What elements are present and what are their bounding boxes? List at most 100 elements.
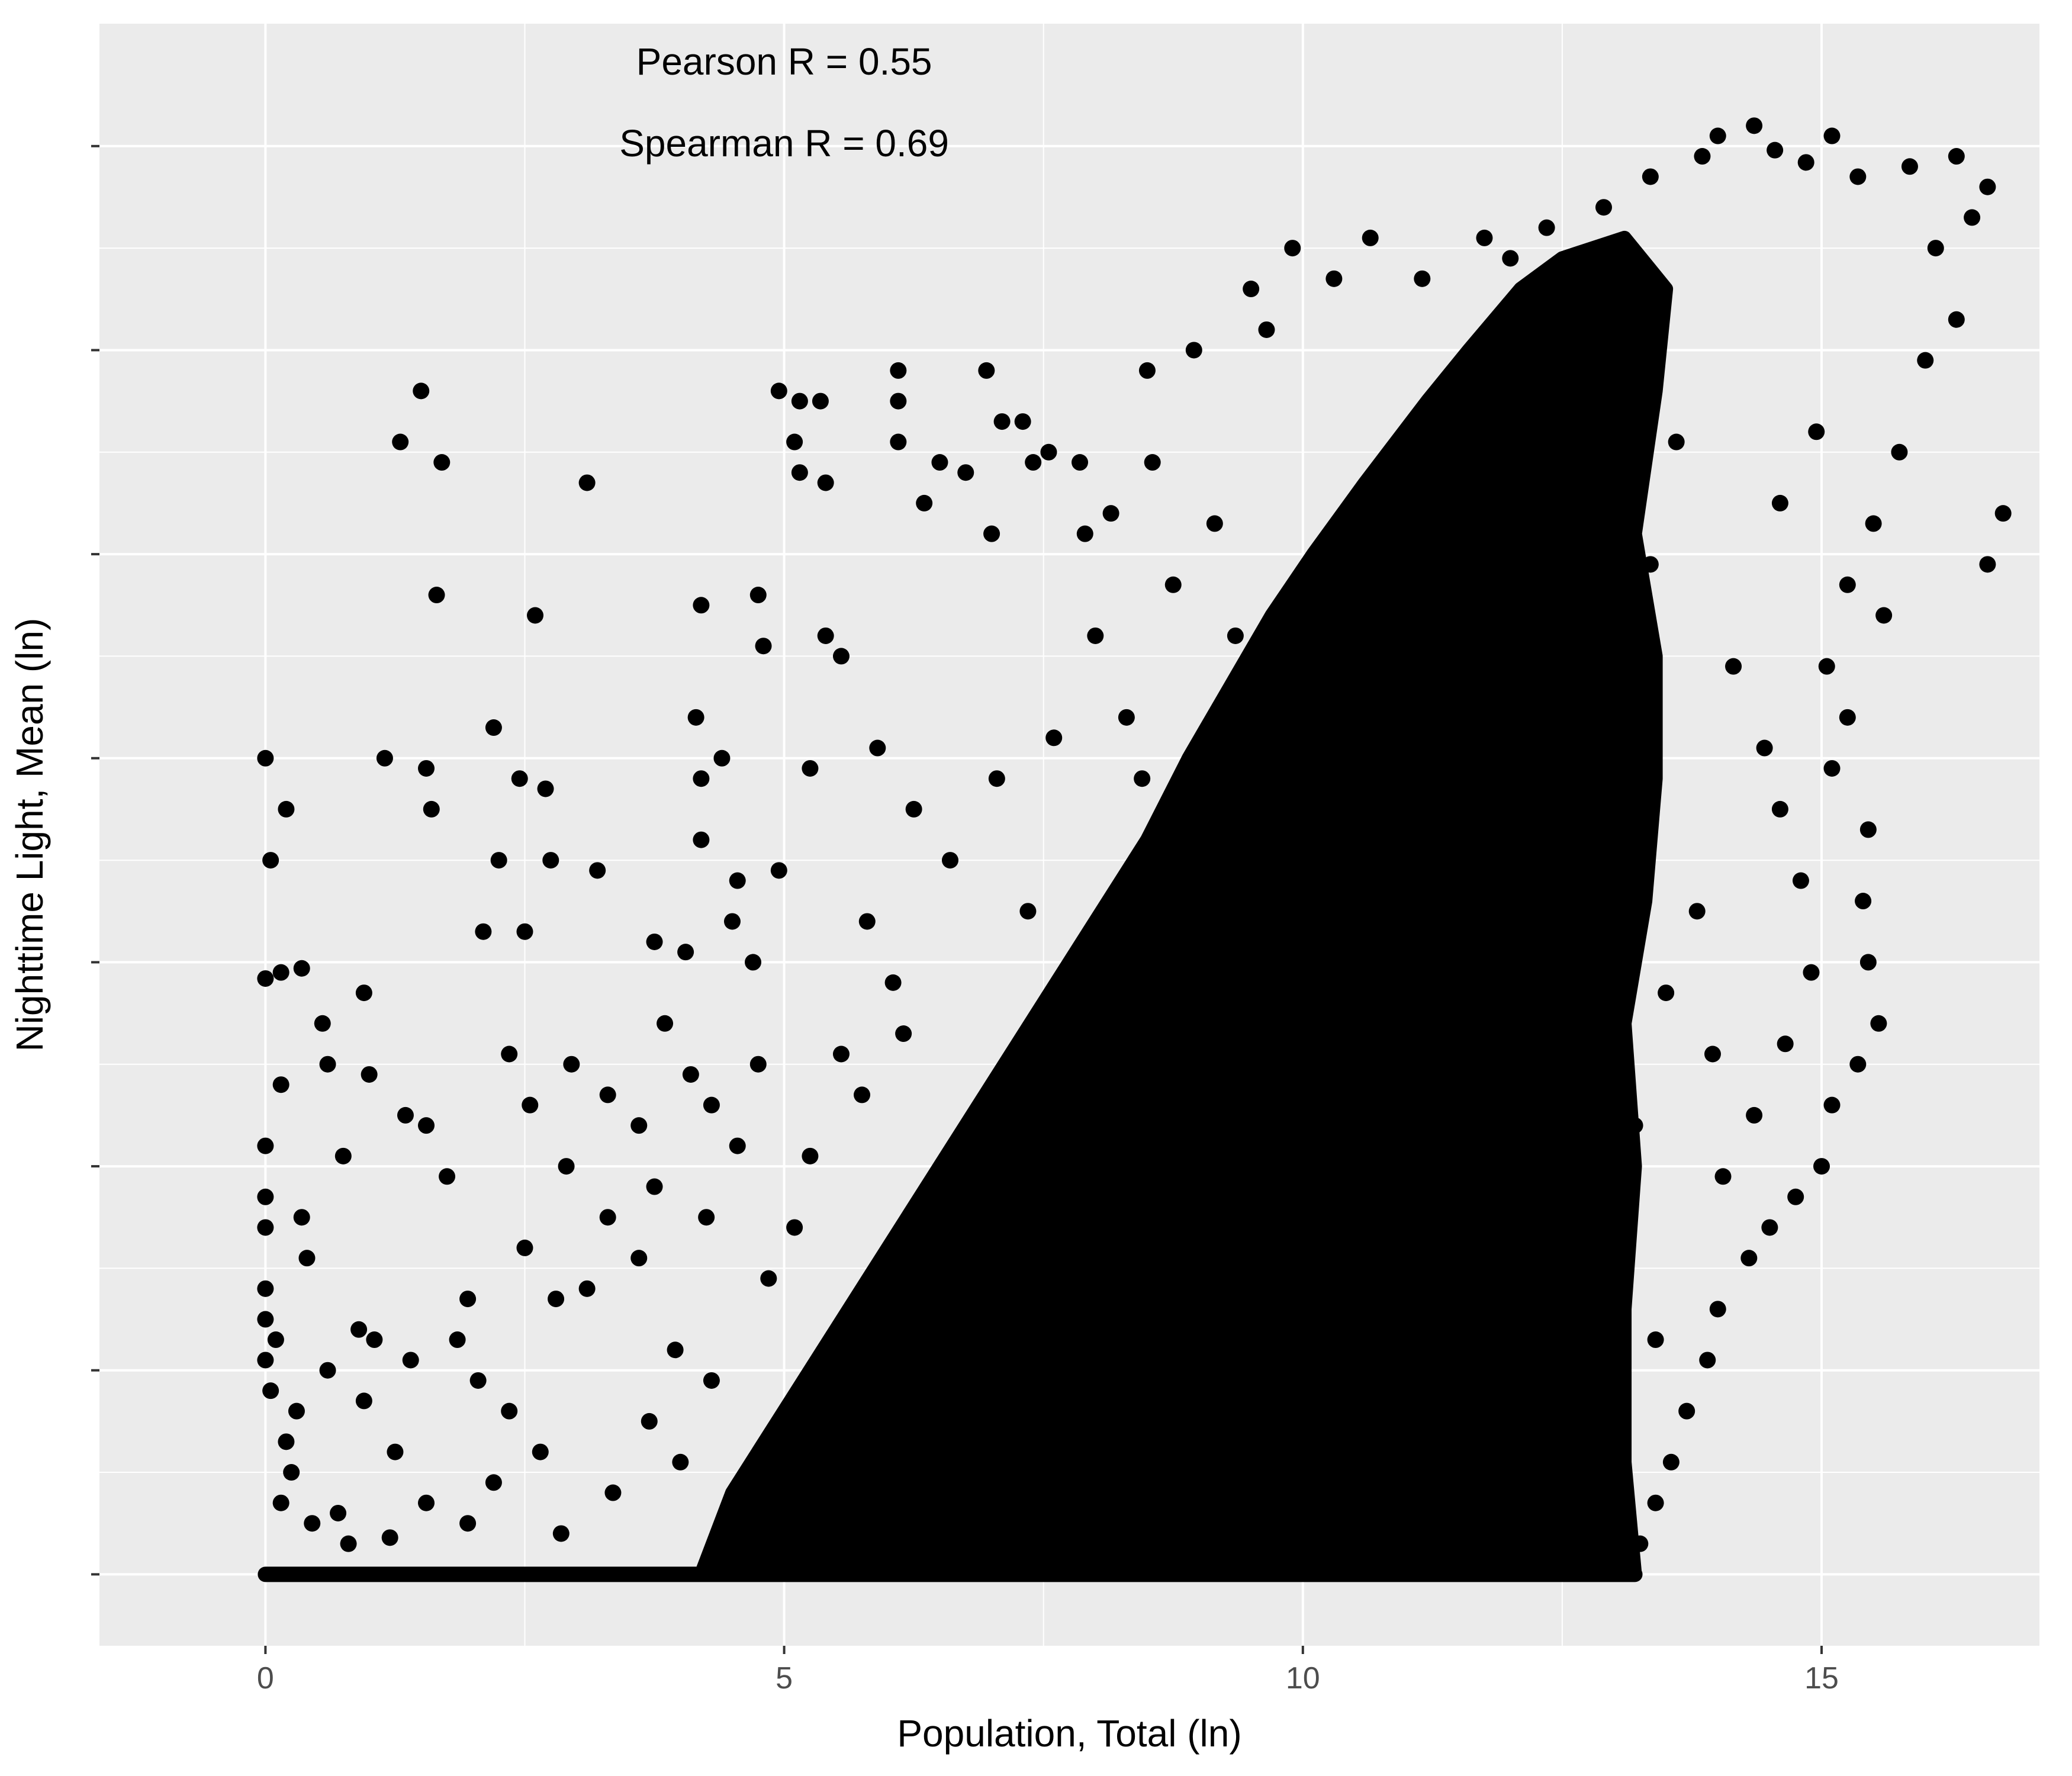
- data-point: [298, 1250, 316, 1267]
- data-point: [755, 638, 772, 655]
- data-point: [272, 1494, 289, 1511]
- data-point: [983, 525, 1000, 542]
- data-point: [802, 760, 819, 777]
- data-point: [1138, 362, 1156, 379]
- data-point: [485, 719, 502, 736]
- data-point: [257, 1219, 274, 1236]
- data-point: [1325, 270, 1343, 287]
- data-point: [786, 433, 803, 451]
- x-axis-ticks: 0 5 10 15: [257, 1646, 1839, 1695]
- data-point: [657, 1015, 674, 1032]
- data-point: [1632, 1535, 1649, 1552]
- data-point: [1855, 893, 1872, 910]
- data-point: [1045, 729, 1063, 747]
- data-point: [501, 1045, 518, 1063]
- data-point: [1118, 709, 1135, 726]
- data-point: [257, 970, 274, 987]
- data-point: [791, 464, 808, 481]
- data-point: [677, 944, 694, 961]
- x-tick-label: 5: [776, 1661, 793, 1695]
- data-point: [355, 984, 372, 1002]
- data-point: [854, 1086, 871, 1103]
- data-point: [340, 1535, 357, 1552]
- data-point: [1948, 148, 1965, 165]
- data-point: [578, 474, 596, 491]
- data-point: [537, 780, 554, 797]
- data-point: [1803, 964, 1820, 981]
- data-point: [884, 974, 902, 991]
- data-point: [366, 1331, 383, 1349]
- data-point: [1839, 576, 1856, 593]
- data-point: [1994, 505, 2012, 522]
- data-point: [423, 800, 440, 818]
- data-point: [542, 852, 559, 869]
- data-point: [1964, 209, 1981, 226]
- data-point: [1746, 1106, 1763, 1124]
- data-point: [1740, 1250, 1758, 1267]
- data-point: [1808, 423, 1825, 440]
- data-point: [703, 1096, 720, 1114]
- data-point: [1258, 321, 1275, 338]
- data-point: [490, 852, 507, 869]
- data-point: [1865, 515, 1882, 532]
- data-point: [511, 770, 528, 787]
- annotation-label: Spearman R = 0.69: [619, 122, 949, 165]
- data-point: [802, 1147, 819, 1164]
- data-point: [1414, 270, 1431, 287]
- data-point: [418, 1494, 435, 1511]
- data-point: [485, 1474, 502, 1491]
- data-point: [1823, 127, 1841, 144]
- data-point: [361, 1066, 378, 1083]
- data-point: [1813, 1158, 1830, 1175]
- data-point: [1040, 443, 1057, 461]
- data-point: [786, 1219, 803, 1236]
- data-point: [604, 1484, 622, 1501]
- data-point: [1595, 199, 1612, 216]
- data-point: [469, 1372, 487, 1389]
- data-point: [319, 1362, 336, 1379]
- data-point: [334, 1147, 352, 1164]
- data-point: [1647, 1331, 1664, 1349]
- data-point: [905, 800, 922, 818]
- data-point: [1917, 352, 1934, 369]
- data-point: [1102, 505, 1119, 522]
- data-point: [646, 933, 663, 950]
- data-point: [314, 1015, 331, 1032]
- data-point: [1014, 413, 1031, 430]
- data-point: [355, 1392, 372, 1410]
- data-point: [630, 1117, 648, 1134]
- x-tick-label: 0: [257, 1661, 274, 1695]
- data-point: [1658, 984, 1675, 1002]
- data-point: [257, 1280, 274, 1297]
- data-point: [890, 362, 907, 379]
- data-point: [1818, 658, 1835, 675]
- annotations: Pearson R = 0.55 Spearman R = 0.69: [619, 40, 949, 165]
- data-point: [319, 1056, 336, 1073]
- data-point: [693, 597, 710, 614]
- data-point: [288, 1402, 305, 1420]
- data-point: [749, 1056, 767, 1073]
- data-point: [1502, 250, 1519, 267]
- x-tick-label: 15: [1804, 1661, 1839, 1695]
- data-point: [1243, 281, 1260, 298]
- data-point: [1616, 1556, 1633, 1573]
- data-point: [257, 1188, 274, 1205]
- data-point: [1875, 607, 1893, 624]
- dense-point-cloud: [694, 230, 1674, 1582]
- data-point: [257, 1352, 274, 1369]
- data-point: [729, 1137, 746, 1154]
- data-point: [1678, 1402, 1695, 1420]
- data-point: [630, 1250, 648, 1267]
- y-axis-label: Nighttime Light, Mean (ln): [8, 618, 51, 1052]
- data-point: [1227, 627, 1244, 644]
- data-point: [729, 872, 746, 889]
- data-point: [667, 1341, 684, 1359]
- data-point: [257, 1311, 274, 1328]
- data-point: [723, 913, 741, 930]
- data-point: [1076, 525, 1093, 542]
- data-point: [1756, 739, 1773, 757]
- data-point: [682, 1066, 699, 1083]
- data-point: [330, 1504, 347, 1521]
- data-point: [1859, 821, 1877, 838]
